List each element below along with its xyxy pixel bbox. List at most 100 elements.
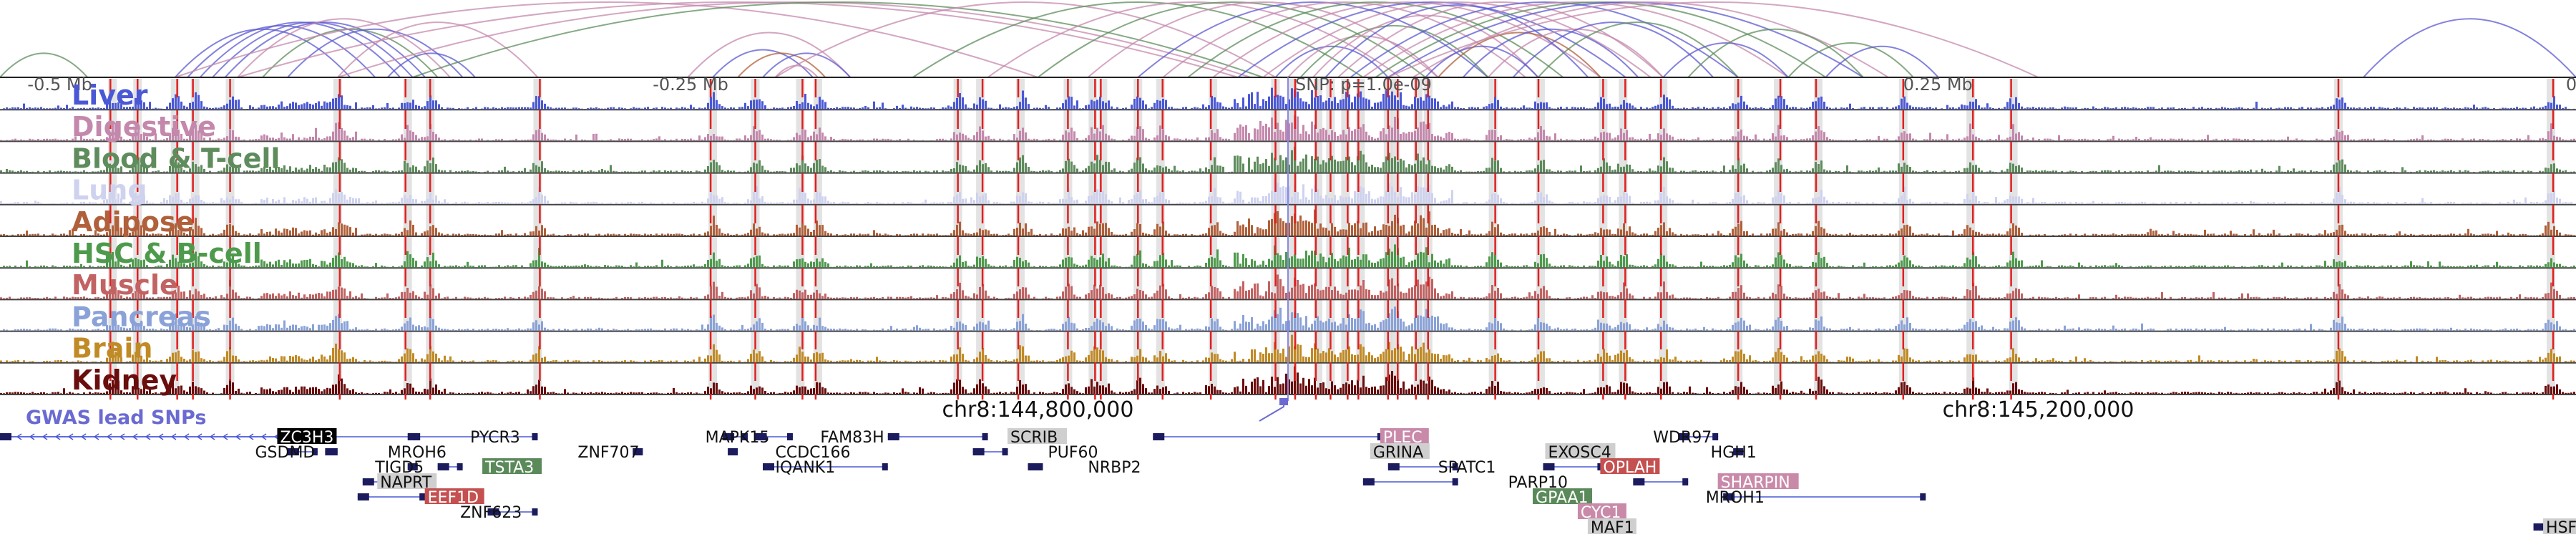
gene-label-box	[2543, 518, 2576, 534]
gene-znf623[interactable]: ZNF623	[460, 504, 538, 522]
loop-arc	[175, 1, 1038, 78]
gene-name: FAM83H	[820, 429, 884, 447]
loop-arc	[1825, 45, 1939, 78]
loop-arc	[287, 28, 464, 78]
gene-mroh1[interactable]: MROH1	[1706, 489, 1926, 507]
gene-pycr3[interactable]: PYCR3	[407, 429, 520, 447]
gene-exon	[732, 448, 738, 455]
gene-name: ZNF707	[577, 444, 639, 462]
loop-arc	[1387, 1, 2039, 78]
gene-exon	[882, 463, 888, 470]
gene-exon	[411, 463, 418, 470]
loop-arc	[1237, 1, 1626, 78]
gene-name: PYCR3	[470, 429, 520, 447]
axis-tick-label: -0.5 Mb	[27, 74, 92, 95]
gene-exon	[1153, 433, 1165, 440]
gene-mroh6[interactable]: MROH6	[325, 444, 447, 462]
axis-tick-label: 0.5 Mb	[2566, 74, 2576, 95]
track-label: HSC & B-cell	[72, 238, 262, 269]
gene-naprt[interactable]: NAPRT	[362, 473, 437, 492]
gene-exon	[331, 448, 338, 455]
gene-exon	[1452, 463, 1458, 470]
gene-exon	[1723, 493, 1735, 500]
gene-znf707[interactable]: ZNF707	[577, 444, 643, 462]
gene-name: MROH1	[1706, 489, 1765, 507]
loop-arc	[1537, 21, 1739, 78]
gene-exon	[407, 433, 419, 440]
gene-name: GRINA	[1373, 444, 1423, 462]
gene-label-box	[482, 458, 542, 474]
loop-arc	[1512, 21, 1714, 78]
gene-label-box	[1380, 428, 1429, 444]
loop-arc	[387, 52, 476, 78]
gene-label-box	[1008, 428, 1068, 444]
gene-label-box	[377, 473, 437, 489]
gene-maf1[interactable]: MAF1	[1587, 518, 1636, 537]
loop-arc	[199, 21, 401, 78]
gene-name: SHARPIN	[1721, 474, 1790, 492]
gene-name: EEF1D	[428, 489, 479, 507]
gene-name: PUF60	[1048, 444, 1098, 462]
gene-name: GSDMD	[255, 444, 316, 462]
loop-arc	[1437, 32, 1601, 78]
gene-exon	[311, 448, 318, 455]
gene-eef1d[interactable]: EEF1D	[357, 488, 484, 507]
gene-sharpin[interactable]: SHARPIN	[1633, 473, 1799, 492]
loop-arc	[1187, 1, 1564, 78]
loop-arc	[1375, 1, 1827, 78]
gene-exon	[2533, 523, 2545, 531]
loop-arc	[212, 21, 414, 78]
gene-label-box	[1587, 518, 1636, 534]
gene-exon	[1387, 463, 1400, 470]
gene-hgh1[interactable]: HGH1	[1711, 444, 1757, 462]
gene-spatc1[interactable]: SPATC1	[1387, 459, 1496, 477]
loop-arc	[1312, 14, 1539, 78]
loop-arc	[1662, 42, 1789, 78]
gene-exon	[357, 493, 369, 500]
loop-arc	[1362, 1, 1789, 78]
gene-name: TSTA3	[484, 459, 534, 477]
gene-ccdc166[interactable]: CCDC166	[728, 444, 851, 462]
gene-label-box	[1370, 443, 1430, 459]
gene-iqank1[interactable]: IQANK1	[763, 459, 888, 477]
track-label: Brain	[72, 333, 152, 364]
loop-arc	[687, 32, 852, 78]
gwas-row: GWAS lead SNPs	[26, 398, 1288, 429]
gene-puf60[interactable]: PUF60	[972, 444, 1098, 462]
gene-exon	[982, 433, 988, 440]
gene-exon	[755, 433, 767, 440]
gene-grina[interactable]: GRINA	[1370, 443, 1430, 462]
loop-arc	[237, 1, 1239, 78]
gene-exon	[1682, 478, 1689, 485]
gene-name: HSF1	[2546, 519, 2576, 537]
track-label: Digestive	[72, 111, 216, 142]
gene-exon	[457, 463, 463, 470]
gene-exon	[786, 433, 793, 440]
gene-oplah[interactable]: OPLAH	[1543, 458, 1660, 477]
gene-exon	[325, 448, 337, 455]
loop-arc	[2363, 18, 2576, 78]
track-label: Liver	[72, 79, 148, 111]
gene-tsta3[interactable]: TSTA3	[437, 458, 542, 477]
gene-exosc4[interactable]: EXOSC4	[1545, 443, 1616, 462]
gene-gsdmd[interactable]: GSDMD	[255, 444, 318, 462]
axis-tick-label: -0.25 Mb	[653, 74, 728, 95]
gene-wdr97[interactable]: WDR97	[1653, 429, 1719, 447]
gene-fam83h[interactable]: FAM83H	[755, 429, 884, 447]
gene-exon	[1543, 463, 1555, 470]
gene-exon	[287, 448, 299, 455]
loop-arc	[337, 21, 539, 78]
genomic-axis: SNP: p=1.0e-09 -0.5 Mb-0.25 Mb0.25 Mb0.5…	[0, 74, 2576, 401]
gene-exon	[532, 433, 538, 440]
gene-zc3h3[interactable]: ZC3H3	[0, 428, 538, 447]
gene-nrbp2[interactable]: NRBP2	[1028, 459, 1141, 477]
gene-hsf1[interactable]: HSF1	[2533, 518, 2576, 537]
loop-arc	[187, 25, 376, 78]
chromosome-coordinate: chr8:144,800,000	[942, 397, 1134, 422]
gene-name: WDR97	[1653, 429, 1712, 447]
gene-name: MROH6	[388, 444, 447, 462]
gene-label-box	[1533, 488, 1593, 504]
gene-scrib[interactable]: SCRIB	[887, 428, 1068, 447]
gene-name: SCRIB	[1010, 429, 1058, 447]
